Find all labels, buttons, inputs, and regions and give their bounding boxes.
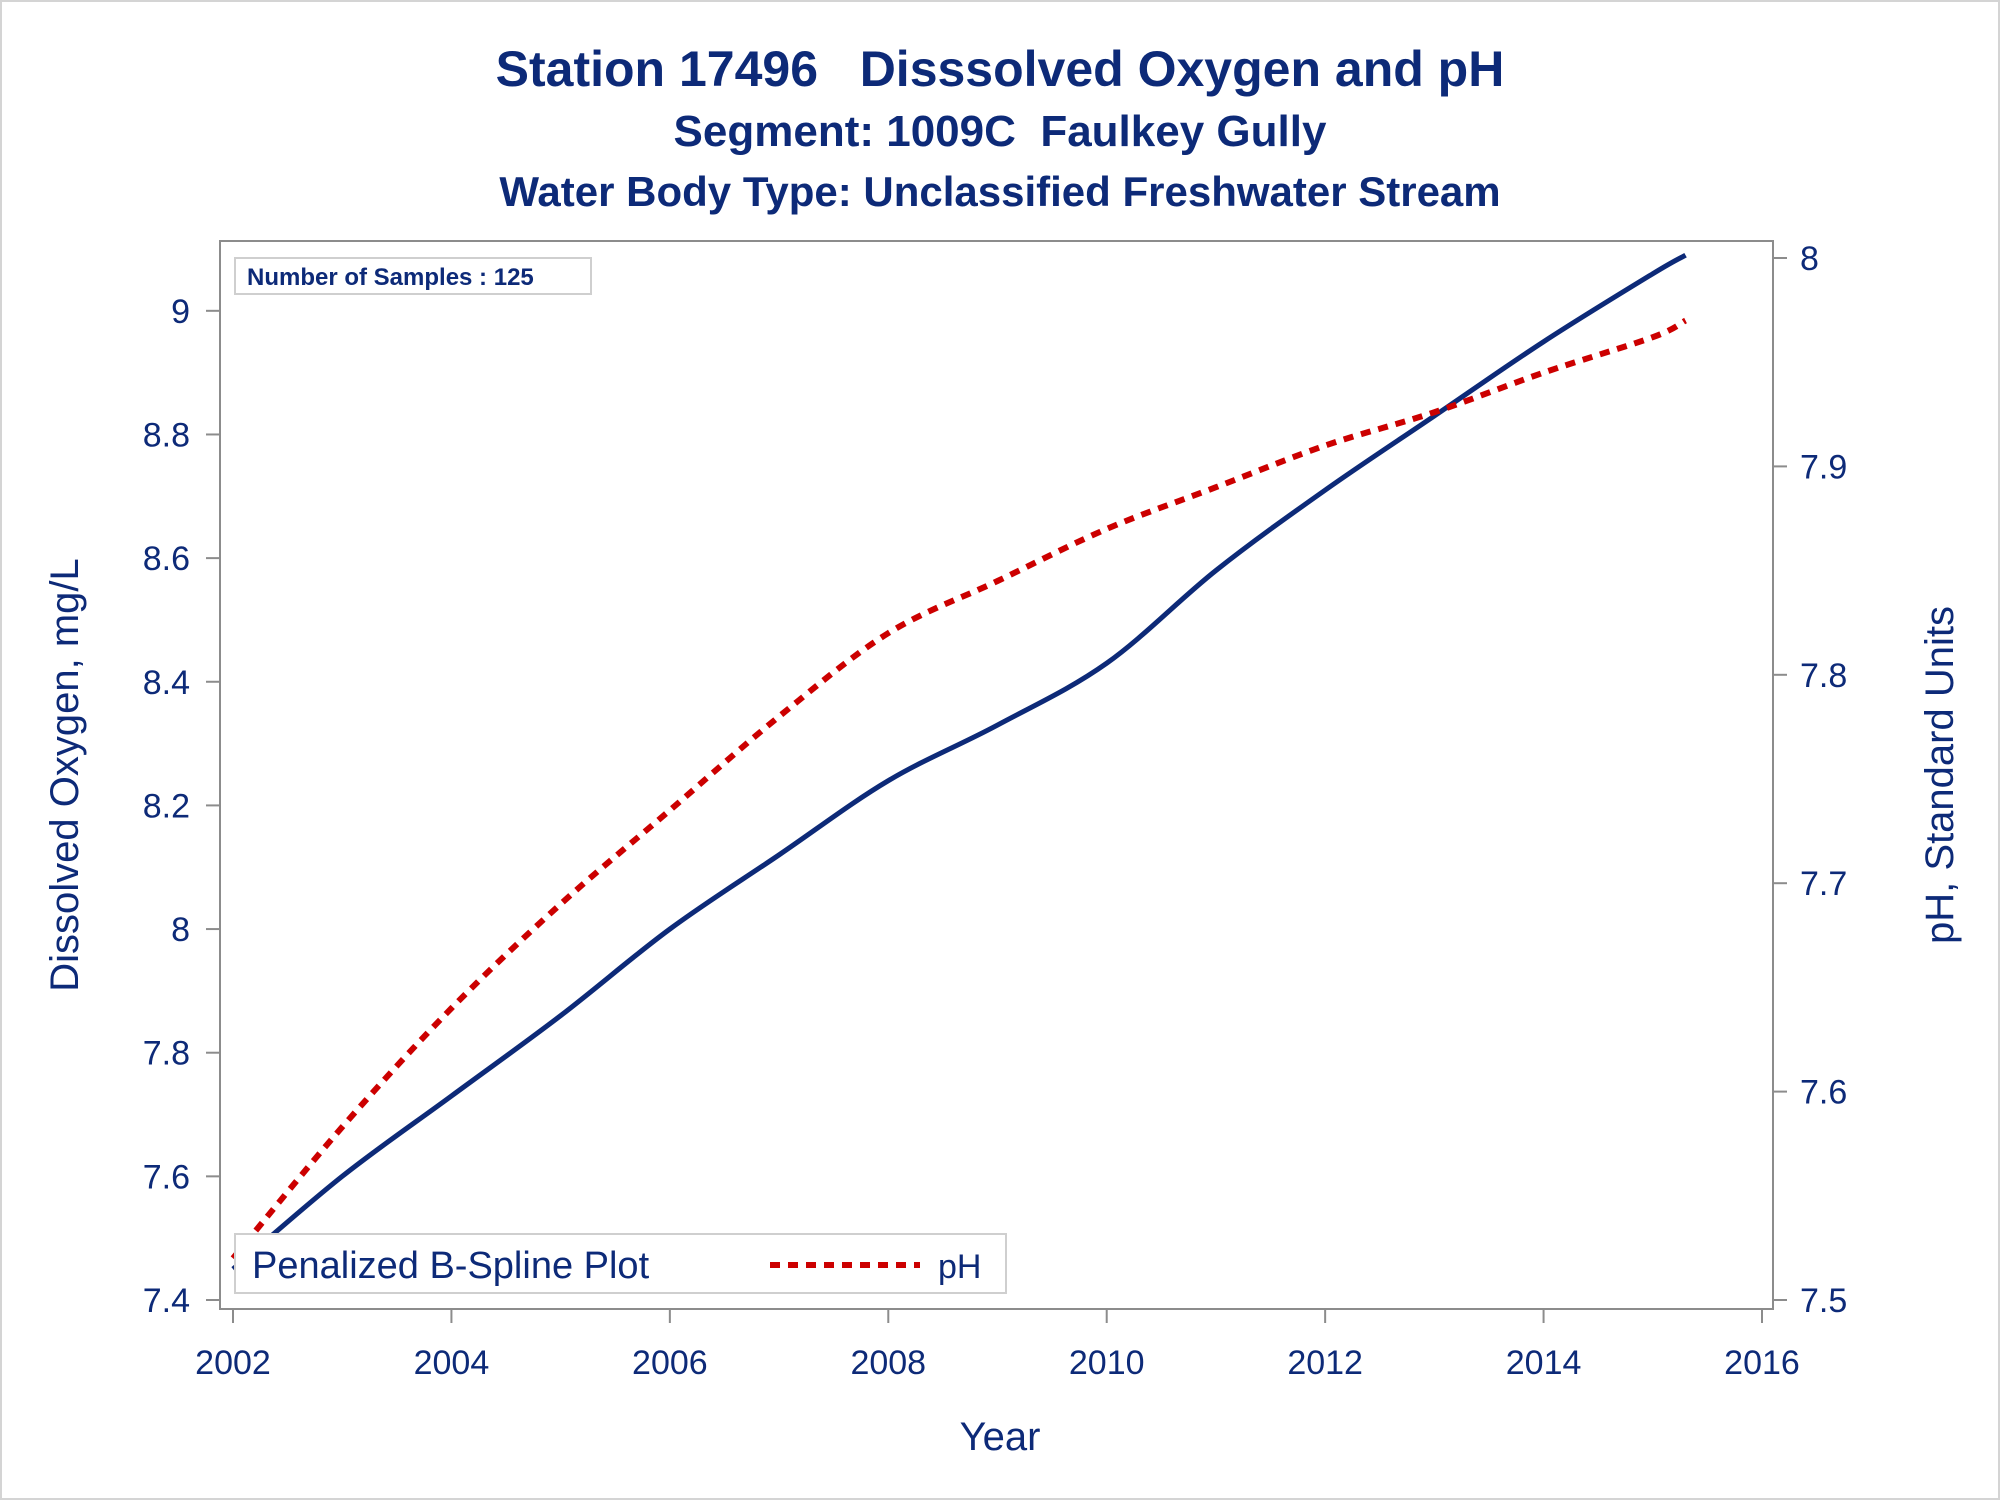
legend: Penalized B-Spline Plot pH bbox=[234, 1233, 1007, 1294]
y-tick-label: 8 bbox=[171, 911, 190, 949]
x-tick-label: 2014 bbox=[1506, 1344, 1582, 1382]
series-layer bbox=[230, 252, 1688, 1271]
x-tick-label: 2002 bbox=[195, 1344, 271, 1382]
y-axis-left: 7.4 7.6 7.8 8 8.2 8.4 8.6 8.8 9 bbox=[143, 293, 220, 1320]
y-axis-label: Dissolved Oxygen, mg/L bbox=[43, 558, 87, 992]
x-tick-label: 2012 bbox=[1287, 1344, 1363, 1382]
y-axis-right: 7.5 7.6 7.7 7.8 7.9 8 bbox=[1773, 240, 1847, 1320]
chart-title: Station 17496 Disssolved Oxygen and pH bbox=[495, 41, 1505, 97]
x-tick-label: 2008 bbox=[850, 1344, 926, 1382]
samples-inset-text: Number of Samples : 125 bbox=[247, 264, 534, 291]
y2-tick-label: 7.7 bbox=[1800, 865, 1847, 903]
y-tick-label: 7.4 bbox=[143, 1282, 190, 1320]
y2-tick-label: 7.5 bbox=[1800, 1282, 1847, 1320]
y-tick-label: 8.4 bbox=[143, 664, 190, 702]
y-tick-label: 7.6 bbox=[143, 1158, 190, 1196]
y-tick-label: 8.8 bbox=[143, 416, 190, 454]
legend-box bbox=[234, 1233, 1007, 1294]
series-ph-line bbox=[230, 317, 1688, 1261]
x-tick-label: 2010 bbox=[1069, 1344, 1145, 1382]
legend-title: Penalized B-Spline Plot bbox=[252, 1245, 650, 1287]
y2-axis-label: pH, Standard Units bbox=[1918, 606, 1962, 944]
y-tick-label: 8.2 bbox=[143, 787, 190, 825]
legend-ph-label: pH bbox=[938, 1248, 981, 1286]
y-tick-label: 9 bbox=[171, 293, 190, 331]
y-tick-label: 8.6 bbox=[143, 540, 190, 578]
y2-tick-label: 7.6 bbox=[1800, 1074, 1847, 1112]
chart-subtitle-segment: Segment: 1009C Faulkey Gully bbox=[673, 107, 1327, 156]
x-tick-label: 2016 bbox=[1724, 1344, 1800, 1382]
x-tick-label: 2006 bbox=[632, 1344, 708, 1382]
samples-inset: Number of Samples : 125 bbox=[234, 257, 592, 295]
x-tick-label: 2004 bbox=[414, 1344, 490, 1382]
y2-tick-label: 7.8 bbox=[1800, 657, 1847, 695]
x-axis-label: Year bbox=[960, 1415, 1041, 1459]
y-tick-label: 7.8 bbox=[143, 1035, 190, 1073]
samples-inset-box bbox=[234, 257, 592, 295]
series-dissolved-oxygen-line bbox=[231, 252, 1687, 1271]
plot-area-frame bbox=[219, 240, 1774, 1310]
x-axis: 2002 2004 2006 2008 2010 2012 2014 2016 bbox=[195, 1309, 1800, 1382]
chart-subtitle-waterbody: Water Body Type: Unclassified Freshwater… bbox=[499, 168, 1501, 215]
y2-tick-label: 7.9 bbox=[1800, 448, 1847, 486]
y2-tick-label: 8 bbox=[1800, 240, 1819, 278]
